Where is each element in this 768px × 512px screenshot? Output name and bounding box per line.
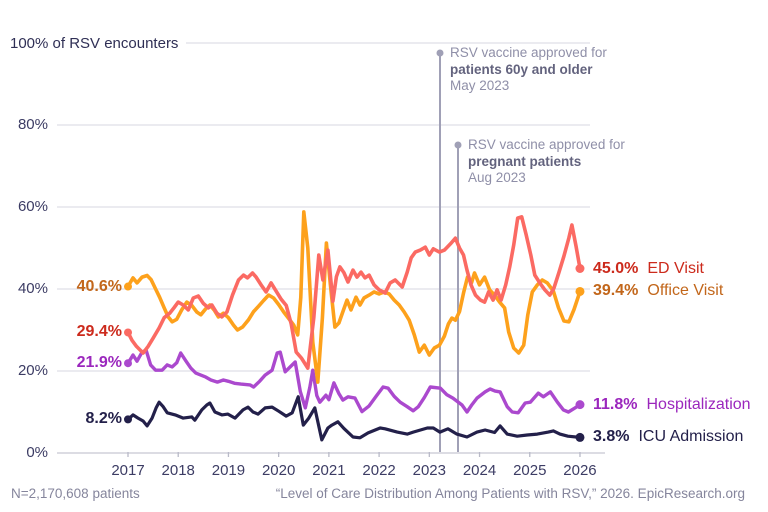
series-line-icu-admission <box>126 395 582 442</box>
annotation-text-1: RSV vaccine approved for patients 60y and… <box>450 45 607 93</box>
series-start-dot-ed-visit <box>124 328 132 337</box>
x-tick-label-2019: 2019 <box>211 462 246 479</box>
end-value-label-icu-admission: 3.8% ICU Admission <box>593 428 744 446</box>
x-tick-label-2024: 2024 <box>462 462 497 479</box>
series-start-dot-hospitalization <box>124 359 132 368</box>
end-value-label-ed-visit: 45.0% ED Visit <box>593 259 704 277</box>
y-axis-title: 100% of RSV encounters <box>10 35 179 52</box>
start-value-label-ed-visit: 29.4% <box>76 323 122 341</box>
annotation-text-2: RSV vaccine approved for pregnant patient… <box>468 137 625 185</box>
series-start-dot-office-visit <box>124 282 132 291</box>
y-tick-label-20: 20% <box>17 362 48 379</box>
series-end-dot-ed-visit <box>575 264 585 273</box>
footer-sample-size: N=2,170,608 patients <box>11 486 140 501</box>
annotation-dot-2 <box>454 141 462 149</box>
end-value-label-hospitalization: 11.8% Hospitalization <box>593 395 751 413</box>
series-end-dot-office-visit <box>575 286 585 296</box>
series-end-dot-icu-admission <box>575 432 585 442</box>
end-value-label-office-visit: 39.4% Office Visit <box>593 282 724 300</box>
start-value-label-office-visit: 40.6% <box>76 277 122 295</box>
start-value-label-icu-admission: 8.2% <box>85 410 122 428</box>
y-tick-label-80: 80% <box>17 116 48 133</box>
footer-source-citation: “Level of Care Distribution Among Patien… <box>275 486 745 501</box>
x-tick-label-2017: 2017 <box>111 462 145 479</box>
y-tick-label-40: 40% <box>17 280 48 297</box>
series-end-dot-hospitalization <box>575 400 585 410</box>
series-line-hospitalization <box>126 348 582 415</box>
x-tick-label-2026: 2026 <box>563 462 597 479</box>
x-tick-label-2025: 2025 <box>513 462 547 479</box>
series-start-dot-icu-admission <box>124 415 132 424</box>
x-tick-label-2023: 2023 <box>412 462 446 479</box>
start-value-label-hospitalization: 21.9% <box>76 354 122 372</box>
x-tick-label-2021: 2021 <box>312 462 346 479</box>
y-tick-label-60: 60% <box>17 198 48 215</box>
annotation-dot-1 <box>436 49 444 57</box>
x-tick-label-2020: 2020 <box>261 462 296 479</box>
series-line-ed-visit <box>126 215 582 370</box>
x-tick-label-2022: 2022 <box>362 462 396 479</box>
x-tick-label-2018: 2018 <box>161 462 195 479</box>
y-tick-label-0: 0% <box>26 444 48 461</box>
series-line-office-visit <box>126 210 582 384</box>
